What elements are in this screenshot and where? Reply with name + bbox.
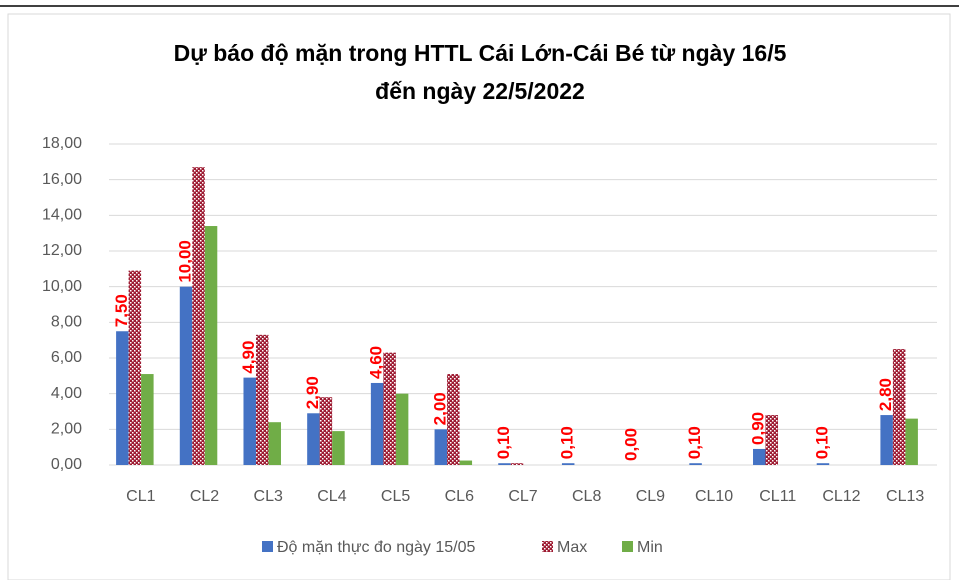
bar: [880, 415, 893, 465]
bar: [498, 463, 511, 465]
data-label: 0,90: [749, 412, 768, 445]
bar: [307, 413, 320, 465]
x-tick-label: CL11: [759, 488, 796, 505]
bar: [434, 429, 448, 465]
bar: [905, 418, 918, 465]
bar: [561, 463, 575, 465]
x-tick-label: CL1: [126, 488, 155, 505]
data-label: 0,10: [685, 426, 704, 459]
bar: [459, 460, 473, 465]
bar: [319, 397, 333, 465]
y-tick-label: 8,00: [51, 314, 82, 331]
bar: [141, 374, 154, 465]
y-tick-label: 18,00: [42, 135, 82, 152]
x-tick-label: CL6: [445, 488, 474, 505]
data-label: 0,10: [494, 426, 513, 459]
x-tick-label: CL12: [822, 488, 860, 505]
x-tick-label: CL3: [254, 488, 283, 505]
data-label: 2,80: [876, 378, 895, 411]
bar: [370, 382, 384, 465]
x-tick-label: CL2: [190, 488, 219, 505]
legend-label: Max: [557, 539, 587, 556]
chart-title: đến ngày 22/5/2022: [375, 78, 585, 104]
bar: [816, 463, 830, 465]
bar: [332, 431, 345, 465]
chart-frame: [7, 13, 951, 580]
bar: [255, 334, 269, 465]
data-label: 10,00: [176, 240, 195, 283]
data-label: 4,60: [367, 346, 386, 379]
data-label: 0,10: [812, 426, 831, 459]
bar: [447, 374, 460, 465]
bar: [179, 286, 193, 465]
y-tick-label: 4,00: [51, 385, 82, 402]
bar: [753, 448, 766, 465]
data-label: 0,00: [621, 428, 640, 461]
bar: [395, 393, 409, 465]
bar: [268, 422, 281, 465]
data-label: 2,90: [303, 376, 322, 409]
legend-label: Min: [637, 539, 663, 556]
bar: [892, 349, 906, 465]
bar: [204, 226, 218, 465]
y-tick-label: 10,00: [42, 278, 82, 295]
bar: [192, 167, 205, 465]
bar: [765, 415, 779, 465]
x-tick-label: CL5: [381, 488, 410, 505]
y-tick-label: 6,00: [51, 349, 82, 366]
x-tick-label: CL4: [317, 488, 346, 505]
y-tick-label: 2,00: [51, 421, 82, 438]
x-tick-label: CL13: [886, 488, 924, 505]
y-tick-label: 14,00: [42, 207, 82, 224]
y-tick-label: 0,00: [51, 456, 82, 473]
data-label: 0,10: [558, 426, 577, 459]
x-tick-label: CL7: [508, 488, 537, 505]
bar: [243, 377, 256, 465]
x-tick-label: CL8: [572, 488, 601, 505]
x-tick-label: CL10: [695, 488, 733, 505]
data-label: 2,00: [430, 392, 449, 425]
legend-swatch: [262, 541, 273, 552]
data-label: 4,90: [239, 341, 258, 374]
bar: [383, 352, 396, 465]
chart-title: Dự báo độ mặn trong HTTL Cái Lớn-Cái Bé …: [174, 40, 787, 66]
bar: [116, 331, 129, 465]
y-tick-label: 12,00: [42, 242, 82, 259]
legend-swatch: [542, 541, 553, 552]
data-label: 7,50: [112, 294, 131, 327]
bar: [128, 270, 142, 465]
legend-swatch: [622, 541, 633, 552]
y-tick-label: 16,00: [42, 171, 82, 188]
bar: [510, 463, 524, 465]
legend-label: Độ mặn thực đo ngày 15/05: [277, 539, 475, 556]
x-tick-label: CL9: [636, 488, 665, 505]
bar: [689, 463, 702, 465]
